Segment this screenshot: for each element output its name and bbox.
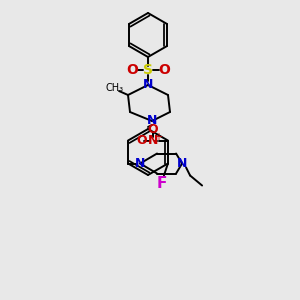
Text: F: F: [157, 176, 167, 191]
Text: O: O: [158, 63, 170, 77]
Text: O: O: [126, 63, 138, 77]
Text: +: +: [154, 131, 162, 142]
Text: N: N: [147, 115, 157, 128]
Text: N: N: [177, 157, 187, 170]
Text: CH₃: CH₃: [106, 83, 124, 93]
Text: N: N: [148, 134, 158, 147]
Text: N: N: [135, 157, 145, 170]
Text: ⁻: ⁻: [145, 140, 151, 149]
Text: O: O: [148, 123, 158, 136]
Text: N: N: [143, 79, 153, 92]
Text: O: O: [136, 134, 147, 147]
Text: S: S: [143, 63, 153, 77]
